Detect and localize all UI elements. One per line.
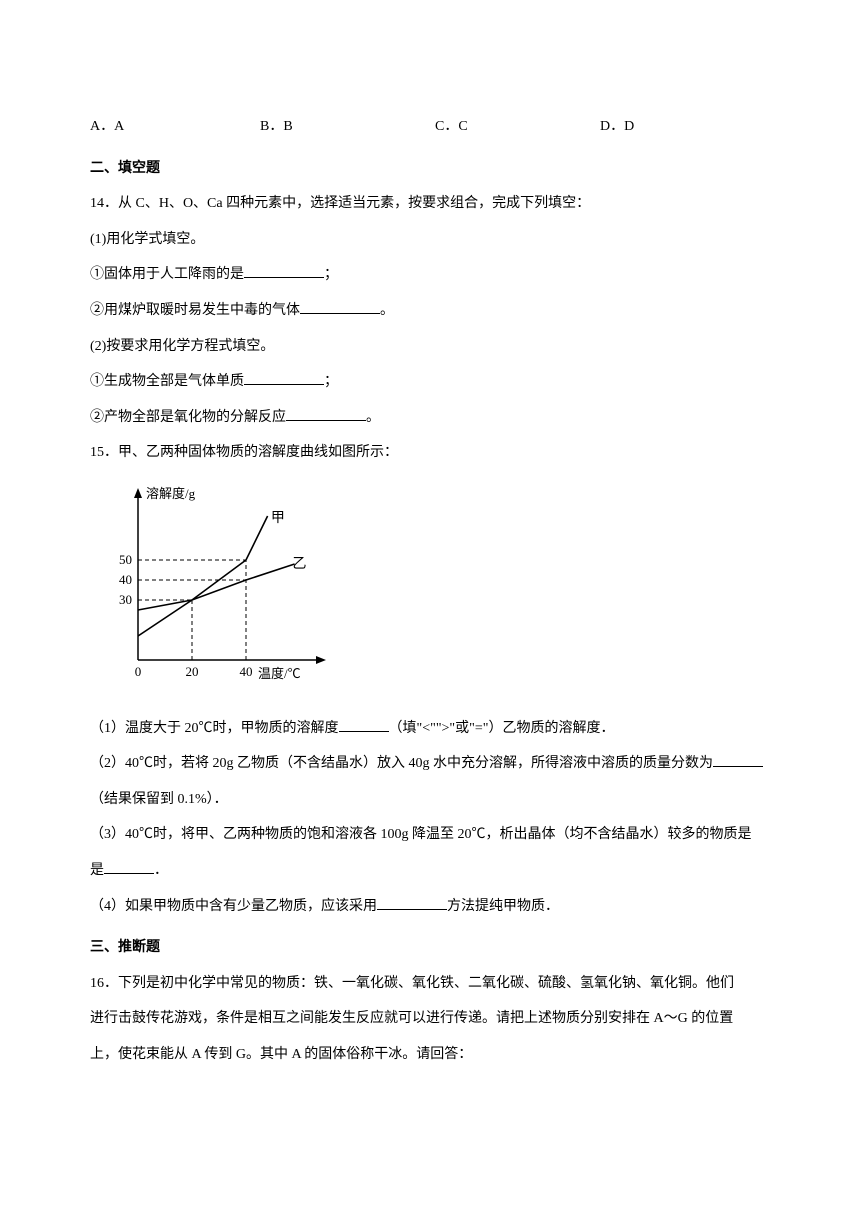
q14-p1-1: ①固体用于人工降雨的是 ；	[90, 258, 770, 292]
svg-text:乙: 乙	[293, 556, 307, 572]
q14-p2-2-tail: 。	[366, 410, 380, 425]
q14-p2-2: ②产物全部是氧化物的分解反应 。	[90, 401, 770, 435]
q15-p1: （1）温度大于 20℃时，甲物质的溶解度 （填"<"">"或"="）乙物质的溶解度…	[90, 712, 770, 746]
svg-text:40: 40	[119, 572, 132, 587]
q14-p1-1-text: ①固体用于人工降雨的是	[90, 267, 244, 282]
section-2-heading: 二、填空题	[90, 152, 770, 186]
q15-p3-prefix: 是	[90, 863, 104, 878]
q15-p3: （3）40℃时，将甲、乙两种物质的饱和溶液各 100g 降温至 20℃，析出晶体…	[90, 818, 770, 852]
q14-p1-2: ②用煤炉取暖时易发生中毒的气体 。	[90, 294, 770, 328]
q15-p3a: （3）40℃时，将甲、乙两种物质的饱和溶液各 100g 降温至 20℃，析出晶体…	[90, 827, 752, 842]
q14-p1-2-tail: 。	[380, 303, 394, 318]
q15-p1b: （填"<"">"或"="）乙物质的溶解度．	[389, 721, 615, 736]
mc-options: A．A B．B C．C D．D	[90, 110, 770, 144]
option-c: C．C	[435, 110, 600, 144]
blank	[286, 405, 366, 420]
section-3-heading: 三、推断题	[90, 931, 770, 965]
blank	[377, 894, 447, 909]
svg-text:30: 30	[119, 592, 132, 607]
blank	[339, 716, 389, 731]
q16-line2: 进行击鼓传花游戏，条件是相互之间能发生反应就可以进行传递。请把上述物质分别安排在…	[90, 1002, 770, 1036]
option-b: B．B	[260, 110, 435, 144]
q15-p2b: （结果保留到 0.1%）．	[90, 783, 770, 817]
q14-p2-1-tail: ；	[324, 374, 338, 389]
q15-p3-tail: 是．	[90, 854, 770, 888]
q15-p2a: （2）40℃时，若将 20g 乙物质（不含结晶水）放入 40g 水中充分溶解，所…	[90, 756, 713, 771]
solubility-chart: 30 40 50 0 20 40 甲乙 溶解度/g 温度/℃	[90, 482, 770, 706]
blank	[244, 263, 324, 278]
option-d: D．D	[600, 110, 750, 144]
q14-stem: 14．从 C、H、O、Ca 四种元素中，选择适当元素，按要求组合，完成下列填空：	[90, 187, 770, 221]
svg-text:50: 50	[119, 552, 132, 567]
q16-line1: 16．下列是初中化学中常见的物质：铁、一氧化碳、氧化铁、二氧化碳、硫酸、氢氧化钠…	[90, 967, 770, 1001]
svg-text:0: 0	[135, 664, 142, 679]
blank	[104, 859, 154, 874]
q15-p3b: ．	[154, 863, 168, 878]
q14-p2-2-text: ②产物全部是氧化物的分解反应	[90, 410, 286, 425]
q15-p1a: （1）温度大于 20℃时，甲物质的溶解度	[90, 721, 339, 736]
svg-text:温度/℃: 温度/℃	[258, 666, 301, 681]
q14-p2-1: ①生成物全部是气体单质 ；	[90, 365, 770, 399]
svg-text:40: 40	[240, 664, 253, 679]
svg-text:甲: 甲	[271, 511, 285, 526]
q15-p2: （2）40℃时，若将 20g 乙物质（不含结晶水）放入 40g 水中充分溶解，所…	[90, 747, 770, 781]
q16-line3: 上，使花束能从 A 传到 G。其中 A 的固体俗称干冰。请回答：	[90, 1038, 770, 1072]
svg-text:20: 20	[186, 664, 199, 679]
q14-p1-2-text: ②用煤炉取暖时易发生中毒的气体	[90, 303, 300, 318]
blank	[300, 299, 380, 314]
option-a: A．A	[90, 110, 260, 144]
q14-p1: (1)用化学式填空。	[90, 223, 770, 257]
blank	[244, 370, 324, 385]
blank	[713, 752, 763, 767]
q15-p4b: 方法提纯甲物质．	[447, 899, 559, 914]
solubility-chart-svg: 30 40 50 0 20 40 甲乙 溶解度/g 温度/℃	[90, 482, 330, 692]
q14-p2: (2)按要求用化学方程式填空。	[90, 330, 770, 364]
q15-p4: （4）如果甲物质中含有少量乙物质，应该采用 方法提纯甲物质．	[90, 890, 770, 924]
q15-p4a: （4）如果甲物质中含有少量乙物质，应该采用	[90, 899, 377, 914]
q14-p1-1-tail: ；	[324, 267, 338, 282]
q15-stem: 15．甲、乙两种固体物质的溶解度曲线如图所示：	[90, 436, 770, 470]
q14-p2-1-text: ①生成物全部是气体单质	[90, 374, 244, 389]
svg-text:溶解度/g: 溶解度/g	[146, 486, 196, 501]
